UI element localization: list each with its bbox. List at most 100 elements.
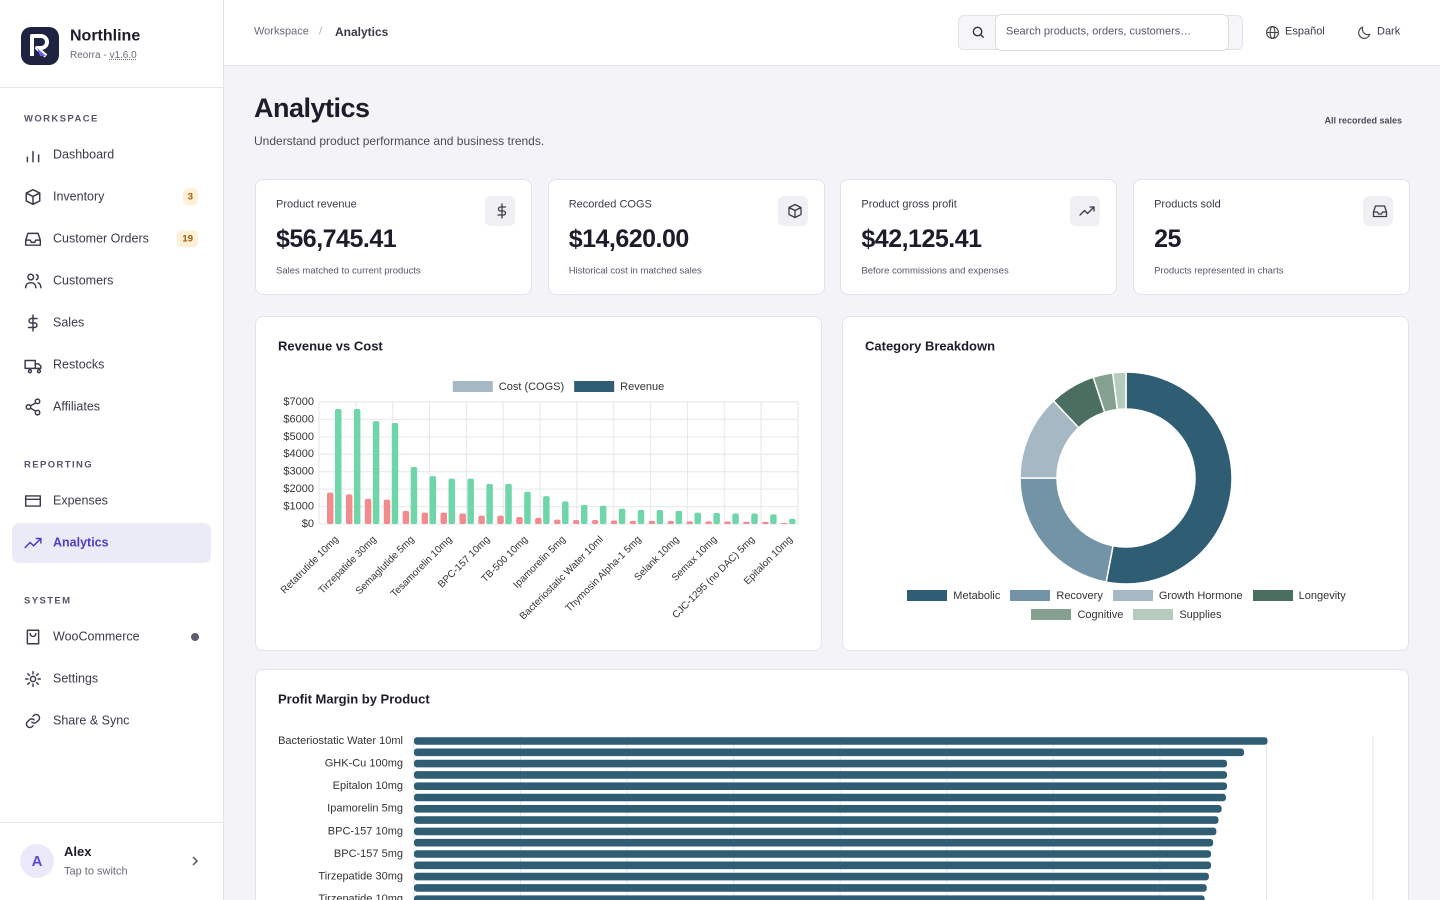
breadcrumb-item[interactable]: Workspace <box>254 25 309 38</box>
active-highlight <box>12 523 211 563</box>
bar <box>391 422 399 524</box>
nav-item[interactable]: WooCommerce <box>53 629 140 644</box>
nav-item[interactable]: Sales <box>53 315 85 330</box>
bar <box>402 510 410 524</box>
chevron[interactable] <box>189 855 201 867</box>
bar <box>516 517 523 524</box>
bar <box>440 512 448 524</box>
nav-item[interactable]: Customer Orders <box>53 231 149 246</box>
nav-icon[interactable] <box>24 398 42 416</box>
nav-item[interactable]: Analytics <box>53 535 109 550</box>
bar <box>414 895 1205 900</box>
bar <box>486 483 493 524</box>
bar <box>675 510 683 524</box>
y-tick-label: $0 <box>302 518 314 530</box>
bar <box>770 514 777 524</box>
search-icon[interactable] <box>971 25 986 40</box>
margin-card: Profit Margin by Product Bacteriostatic W… <box>255 669 1409 900</box>
y-tick-label: $3000 <box>283 466 314 478</box>
donut-slice <box>1111 371 1127 411</box>
icon-path <box>24 537 42 549</box>
bar <box>414 861 1212 870</box>
nav-icon[interactable] <box>24 230 42 248</box>
bar <box>572 519 580 524</box>
bar <box>414 827 1217 836</box>
nav-item[interactable]: Expenses <box>53 493 108 508</box>
bar <box>414 838 1214 847</box>
user-name[interactable]: Alex <box>64 844 92 860</box>
legend-swatch <box>907 590 948 601</box>
bar <box>414 793 1226 802</box>
nav-item[interactable]: Restocks <box>53 357 105 372</box>
nav-icon[interactable] <box>24 712 42 730</box>
icon-path <box>27 314 38 332</box>
icon-path <box>25 398 41 416</box>
bar <box>414 850 1212 858</box>
nav-item[interactable]: Affiliates <box>53 399 101 414</box>
legend-label: Cognitive <box>1077 608 1124 621</box>
scope: All recorded sales <box>1324 115 1402 126</box>
topbar: Workspace / Analytics Search products, o… <box>224 0 1440 66</box>
breadcrumb-current: Analytics <box>335 24 389 39</box>
language[interactable]: Español <box>1285 25 1325 38</box>
moon-icon[interactable] <box>1357 25 1372 40</box>
legend-label: Supplies <box>1179 608 1222 621</box>
kpi-value: $56,745.41 <box>276 225 397 253</box>
bar <box>618 508 626 524</box>
nav-icon[interactable] <box>24 146 42 164</box>
kpi-value: 25 <box>1154 225 1181 253</box>
kpi-card: Recorded COGS $14,620.00 Historical cost i… <box>547 179 825 295</box>
nav-icon[interactable] <box>24 188 42 206</box>
revenue-card: Revenue vs Cost $0 $1000 $2000 $3000 $4000 $50… <box>255 316 822 651</box>
version: v1.6.0 <box>109 50 137 61</box>
nav-icon[interactable] <box>24 314 42 332</box>
kpi-label: Products sold <box>1154 198 1221 211</box>
legend-swatch <box>1133 609 1174 620</box>
bar <box>459 513 466 524</box>
chart-title: Category Breakdown <box>865 338 995 353</box>
bar <box>686 521 693 524</box>
donut-slice <box>1105 371 1233 585</box>
icon-path <box>1079 206 1096 216</box>
nav-icon[interactable] <box>24 272 42 290</box>
bar <box>713 513 720 524</box>
chart-title: Profit Margin by Product <box>278 691 430 706</box>
kpi-card: Product gross profit $42,125.41 Before com… <box>840 179 1118 295</box>
nav-icon[interactable] <box>24 670 42 688</box>
kpi-value: $14,620.00 <box>568 225 690 253</box>
legend-label: Growth Hormone <box>1158 589 1243 602</box>
bar <box>353 408 361 524</box>
legend-label: Longevity <box>1298 589 1346 602</box>
legend-label: Recovery <box>1056 589 1103 602</box>
nav-item[interactable]: Dashboard <box>53 147 115 162</box>
y-tick-label: BPC-157 5mg <box>334 848 403 860</box>
kpi-icon-box <box>1363 196 1394 226</box>
bar <box>372 421 380 524</box>
bar <box>694 512 701 524</box>
bar <box>781 522 788 524</box>
theme[interactable]: Dark <box>1377 25 1401 38</box>
nav-item[interactable]: Customers <box>53 273 114 288</box>
kpi-note: Sales matched to current products <box>276 265 421 277</box>
globe-icon[interactable] <box>1265 25 1280 40</box>
nav-icon[interactable] <box>24 534 42 552</box>
nav-icon[interactable] <box>24 628 42 646</box>
product-version: Reorra - v1.6.0 <box>70 50 137 61</box>
bar <box>580 504 588 524</box>
bar <box>789 518 796 524</box>
icon-path <box>26 629 40 645</box>
nav-item[interactable]: Share & Sync <box>53 713 130 728</box>
bar <box>414 884 1207 892</box>
legend-swatch <box>1112 590 1153 601</box>
nav-item[interactable]: Inventory <box>53 189 105 204</box>
divider <box>0 87 223 88</box>
y-tick-label: $1000 <box>283 500 314 512</box>
icon-path <box>24 495 42 507</box>
avatar[interactable]: A <box>20 844 54 878</box>
nav-item[interactable]: Settings <box>53 671 99 686</box>
nav-icon[interactable] <box>24 356 42 374</box>
brand: Northline <box>70 27 141 45</box>
search-input[interactable] <box>995 14 1229 51</box>
nav-icon[interactable] <box>24 492 42 510</box>
bar <box>345 494 353 524</box>
